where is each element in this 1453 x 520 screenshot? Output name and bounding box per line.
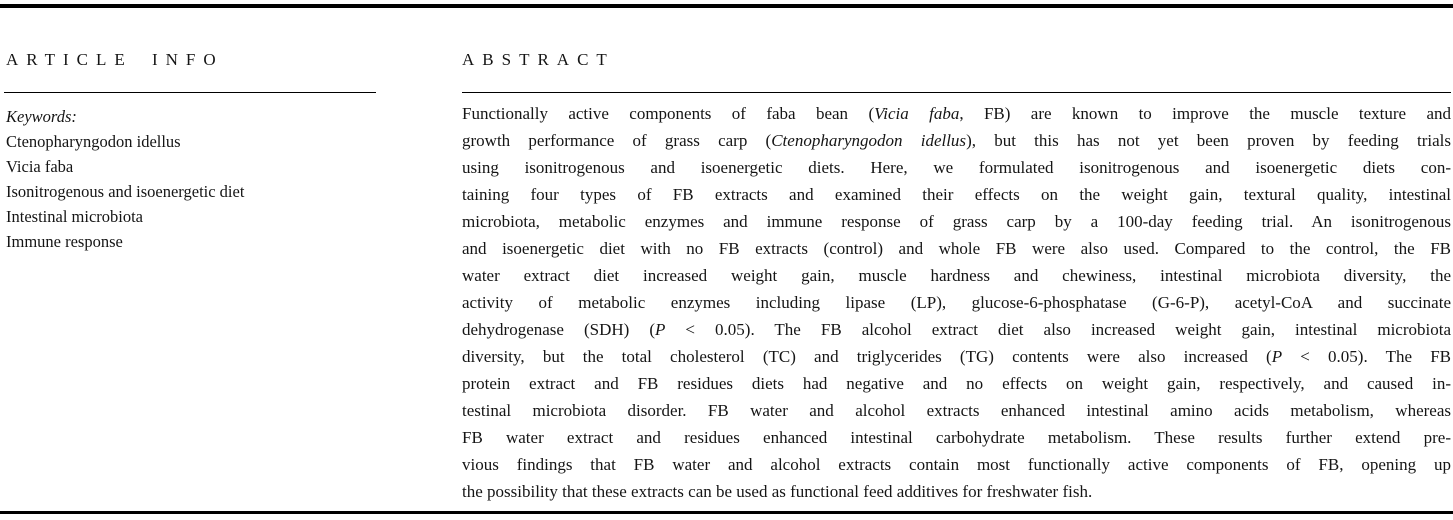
- keyword-item: Vicia faba: [6, 157, 74, 176]
- abstract-line: the possibility that these extracts can …: [462, 478, 1451, 505]
- keyword-item: Intestinal microbiota: [6, 207, 144, 226]
- abstract-line: growth performance of grass carp (Ctenop…: [462, 127, 1451, 154]
- abstract-segment: Functionally active components of faba b…: [462, 104, 875, 123]
- abstract-segment: , FB) are known to improve the muscle te…: [959, 104, 1451, 123]
- abstract-text: Functionally active components of faba b…: [462, 100, 1451, 505]
- article-info-heading: ARTICLE INFO: [6, 50, 224, 69]
- abstract-segment: the possibility that these extracts can …: [462, 482, 1093, 501]
- abstract-segment: FB water extract and residues enhanced i…: [462, 428, 1451, 447]
- abstract-segment: growth performance of grass carp (: [462, 131, 772, 150]
- abstract-segment: protein extract and FB residues diets ha…: [462, 374, 1451, 393]
- abstract-segment: testinal microbiota disorder. FB water a…: [462, 401, 1451, 420]
- keyword-item: Ctenopharyngodon idellus: [6, 132, 181, 151]
- abstract-segment: using isonitrogenous and isoenergetic di…: [462, 158, 1451, 177]
- abstract-segment: activity of metabolic enzymes including …: [462, 293, 1451, 312]
- abstract-segment: dehydrogenase (SDH) (: [462, 320, 656, 339]
- article-info-rule: [4, 92, 376, 94]
- abstract-line: activity of metabolic enzymes including …: [462, 289, 1451, 316]
- keyword-item: Immune response: [6, 232, 123, 251]
- abstract-segment: microbiota, metabolic enzymes and immune…: [462, 212, 1451, 231]
- abstract-segment: ), but this has not yet been proven by f…: [966, 131, 1451, 150]
- abstract-line: dehydrogenase (SDH) (P < 0.05). The FB a…: [462, 316, 1451, 343]
- abstract-rule: [462, 92, 1451, 94]
- abstract-segment: diversity, but the total cholesterol (TC…: [462, 347, 1272, 366]
- top-rule: [0, 4, 1453, 8]
- abstract-line: microbiota, metabolic enzymes and immune…: [462, 208, 1451, 235]
- abstract-line: diversity, but the total cholesterol (TC…: [462, 343, 1451, 370]
- abstract-line: testinal microbiota disorder. FB water a…: [462, 397, 1451, 424]
- abstract-line: protein extract and FB residues diets ha…: [462, 370, 1451, 397]
- abstract-line: FB water extract and residues enhanced i…: [462, 424, 1451, 451]
- abstract-segment: < 0.05). The FB: [1282, 347, 1451, 366]
- abstract-italic-segment: Ctenopharyngodon idellus: [771, 131, 967, 150]
- abstract-line: vious findings that FB water and alcohol…: [462, 451, 1451, 478]
- abstract-line: using isonitrogenous and isoenergetic di…: [462, 154, 1451, 181]
- bottom-rule: [0, 511, 1453, 514]
- abstract-italic-segment: P: [1271, 347, 1283, 366]
- keywords-block: Keywords: Ctenopharyngodon idellus Vicia…: [6, 104, 378, 254]
- abstract-line: and isoenergetic diet with no FB extract…: [462, 235, 1451, 262]
- abstract-heading: ABSTRACT: [462, 50, 615, 69]
- abstract-italic-segment: P: [655, 320, 666, 339]
- abstract-segment: vious findings that FB water and alcohol…: [462, 455, 1451, 474]
- abstract-segment: taining four types of FB extracts and ex…: [462, 185, 1451, 204]
- abstract-line: water extract diet increased weight gain…: [462, 262, 1451, 289]
- abstract-italic-segment: Vicia faba: [874, 104, 960, 123]
- keywords-label: Keywords:: [6, 107, 77, 126]
- keyword-item: Isonitrogenous and isoenergetic diet: [6, 182, 245, 201]
- abstract-line: taining four types of FB extracts and ex…: [462, 181, 1451, 208]
- abstract-segment: and isoenergetic diet with no FB extract…: [462, 239, 1451, 258]
- abstract-segment: < 0.05). The FB alcohol extract diet als…: [665, 320, 1452, 339]
- abstract-segment: water extract diet increased weight gain…: [462, 266, 1451, 285]
- abstract-line: Functionally active components of faba b…: [462, 100, 1451, 127]
